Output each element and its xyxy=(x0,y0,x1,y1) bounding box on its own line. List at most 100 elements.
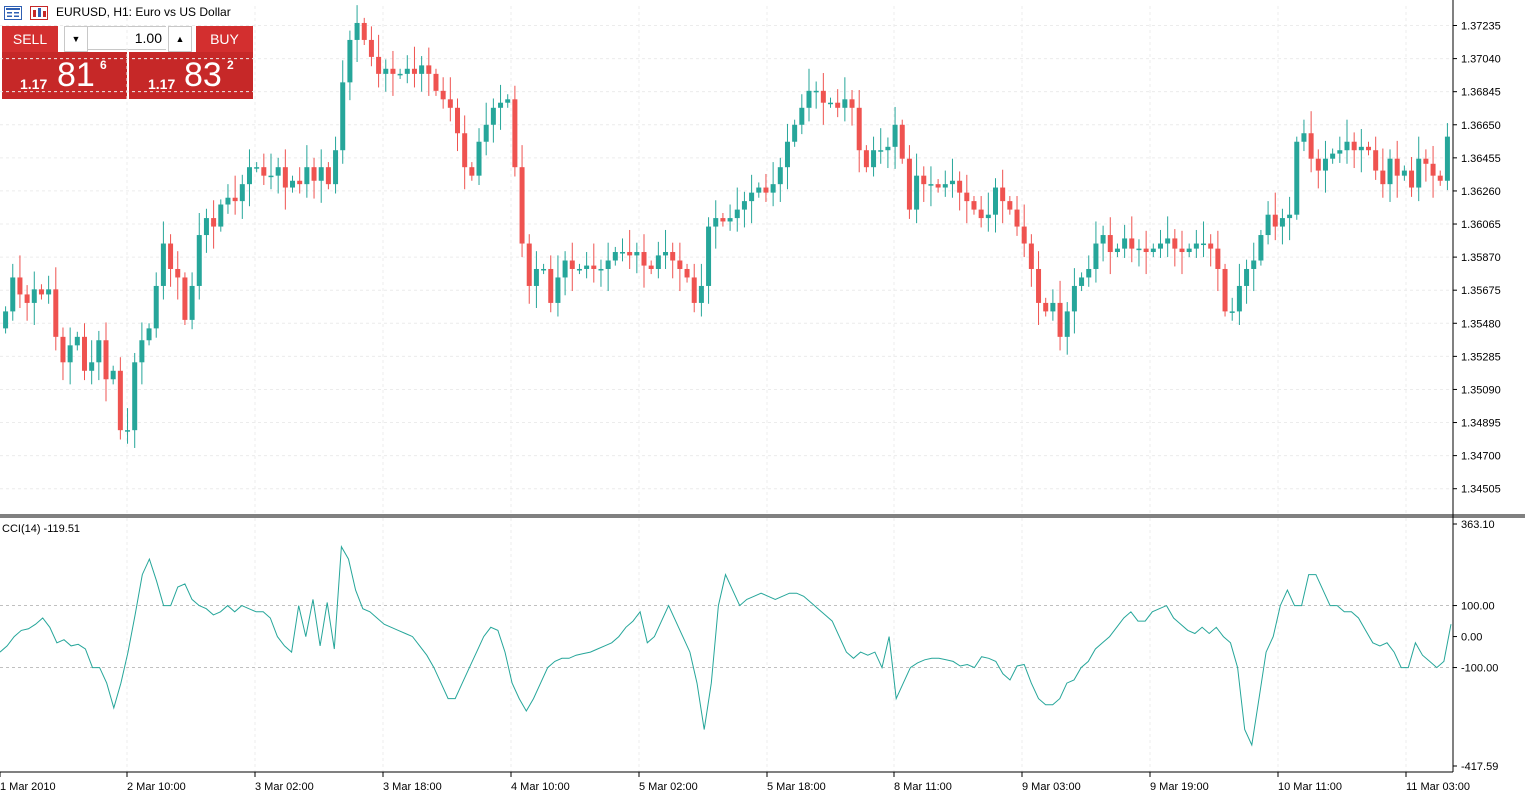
candle-body xyxy=(849,99,855,108)
price-tick-label: 1.36455 xyxy=(1461,153,1501,165)
candle-body xyxy=(992,187,998,215)
candle-body xyxy=(914,175,920,210)
candle-body xyxy=(440,90,446,100)
one-click-trading-icon[interactable] xyxy=(30,6,48,20)
candle-body xyxy=(1409,170,1415,188)
candle-body xyxy=(706,226,712,286)
candle-body xyxy=(1301,133,1307,142)
candle-body xyxy=(634,252,640,256)
chart-list-icon[interactable] xyxy=(4,6,22,20)
candle-body xyxy=(1186,248,1192,253)
candle-body xyxy=(89,362,95,371)
price-tick-label: 1.35090 xyxy=(1461,384,1501,396)
bid-price-button[interactable]: 1.17 81 6 xyxy=(2,52,127,99)
candle-body xyxy=(498,102,504,108)
candle-body xyxy=(203,218,209,236)
candle-body xyxy=(1315,158,1321,171)
cci-tick-label: 100.00 xyxy=(1461,601,1495,613)
candle-body xyxy=(928,184,934,186)
candle-body xyxy=(569,260,575,269)
candle-body xyxy=(935,184,941,188)
lot-decrease-button[interactable]: ▼ xyxy=(64,26,88,52)
sell-button[interactable]: SELL xyxy=(2,26,58,52)
candle-body xyxy=(1244,268,1250,286)
candle-body xyxy=(168,243,174,269)
chart-header: EURUSD, H1: Euro vs US Dollar xyxy=(0,0,500,26)
candle-body xyxy=(1337,150,1343,154)
cci-axis: 363.10 100.00 0.00 -100.00 -417.59 xyxy=(1453,519,1498,773)
candle-body xyxy=(110,370,116,380)
candle-body xyxy=(756,187,762,193)
candle-body xyxy=(1150,248,1156,253)
candle-body xyxy=(1100,235,1106,244)
time-tick-label: 5 Mar 02:00 xyxy=(639,781,698,793)
price-tick-label: 1.35675 xyxy=(1461,285,1501,297)
candle-body xyxy=(1043,302,1049,312)
candle-body xyxy=(1157,243,1163,249)
candle-body xyxy=(254,167,260,169)
candle-body xyxy=(1021,226,1027,244)
candle-body xyxy=(1437,175,1443,181)
price-tick-label: 1.34505 xyxy=(1461,484,1501,496)
candle-body xyxy=(225,197,231,205)
candle-body xyxy=(469,167,475,176)
time-tick-label: 11 Mar 03:00 xyxy=(1406,781,1470,793)
candle-body xyxy=(835,102,841,108)
candle-body xyxy=(1208,243,1214,249)
candle-body xyxy=(576,268,582,271)
time-tick-label: 2 Mar 10:00 xyxy=(127,781,186,793)
candle-body xyxy=(38,289,44,295)
candle-body xyxy=(10,277,16,312)
candle-body xyxy=(820,90,826,103)
candle-body xyxy=(942,184,948,188)
candle-body xyxy=(1122,238,1128,249)
candle-body xyxy=(1236,285,1242,312)
candle-body xyxy=(117,370,123,431)
chart-title: EURUSD, H1: Euro vs US Dollar xyxy=(56,5,231,19)
candle-body xyxy=(125,430,131,432)
candle-body xyxy=(1057,302,1063,337)
candle-body xyxy=(53,289,59,337)
candle-body xyxy=(1251,260,1257,269)
price-tick-label: 1.37235 xyxy=(1461,21,1501,33)
candle-body xyxy=(490,107,496,125)
ask-price-button[interactable]: 1.17 83 2 xyxy=(129,52,253,99)
candle-body xyxy=(1172,238,1178,249)
time-tick-label: 8 Mar 11:00 xyxy=(894,781,952,793)
cci-tick-label: -100.00 xyxy=(1461,663,1498,675)
candle-body xyxy=(297,180,303,185)
candle-body xyxy=(96,340,102,363)
candle-body xyxy=(512,99,518,168)
buy-button[interactable]: BUY xyxy=(196,26,253,52)
candle-body xyxy=(74,336,80,346)
candle-body xyxy=(784,141,790,168)
candle-body xyxy=(390,68,396,74)
candle-body xyxy=(103,340,109,380)
chart-grid xyxy=(0,6,1453,772)
candle-body xyxy=(1136,248,1142,251)
candle-body xyxy=(763,187,769,193)
candle-body xyxy=(828,102,834,105)
candle-body xyxy=(749,192,755,202)
candle-body xyxy=(1322,158,1328,171)
candle-body xyxy=(921,175,927,185)
candle-body xyxy=(447,99,453,108)
time-tick-label: 4 Mar 10:00 xyxy=(511,781,570,793)
ask-price-prefix: 1.17 xyxy=(148,76,176,92)
bid-price-fraction: 6 xyxy=(100,58,107,72)
candlestick-series xyxy=(3,5,1450,448)
candle-body xyxy=(1143,248,1149,253)
lot-increase-button[interactable]: ▲ xyxy=(168,26,192,52)
price-tick-label: 1.35870 xyxy=(1461,252,1501,264)
candle-body xyxy=(584,265,590,269)
candle-body xyxy=(139,340,145,363)
candle-body xyxy=(189,285,195,320)
candle-body xyxy=(526,243,532,286)
candle-body xyxy=(268,175,274,178)
price-tick-label: 1.35285 xyxy=(1461,351,1501,363)
candle-body xyxy=(698,285,704,303)
candle-body xyxy=(964,192,970,202)
candle-body xyxy=(899,124,905,159)
candle-body xyxy=(971,201,977,210)
